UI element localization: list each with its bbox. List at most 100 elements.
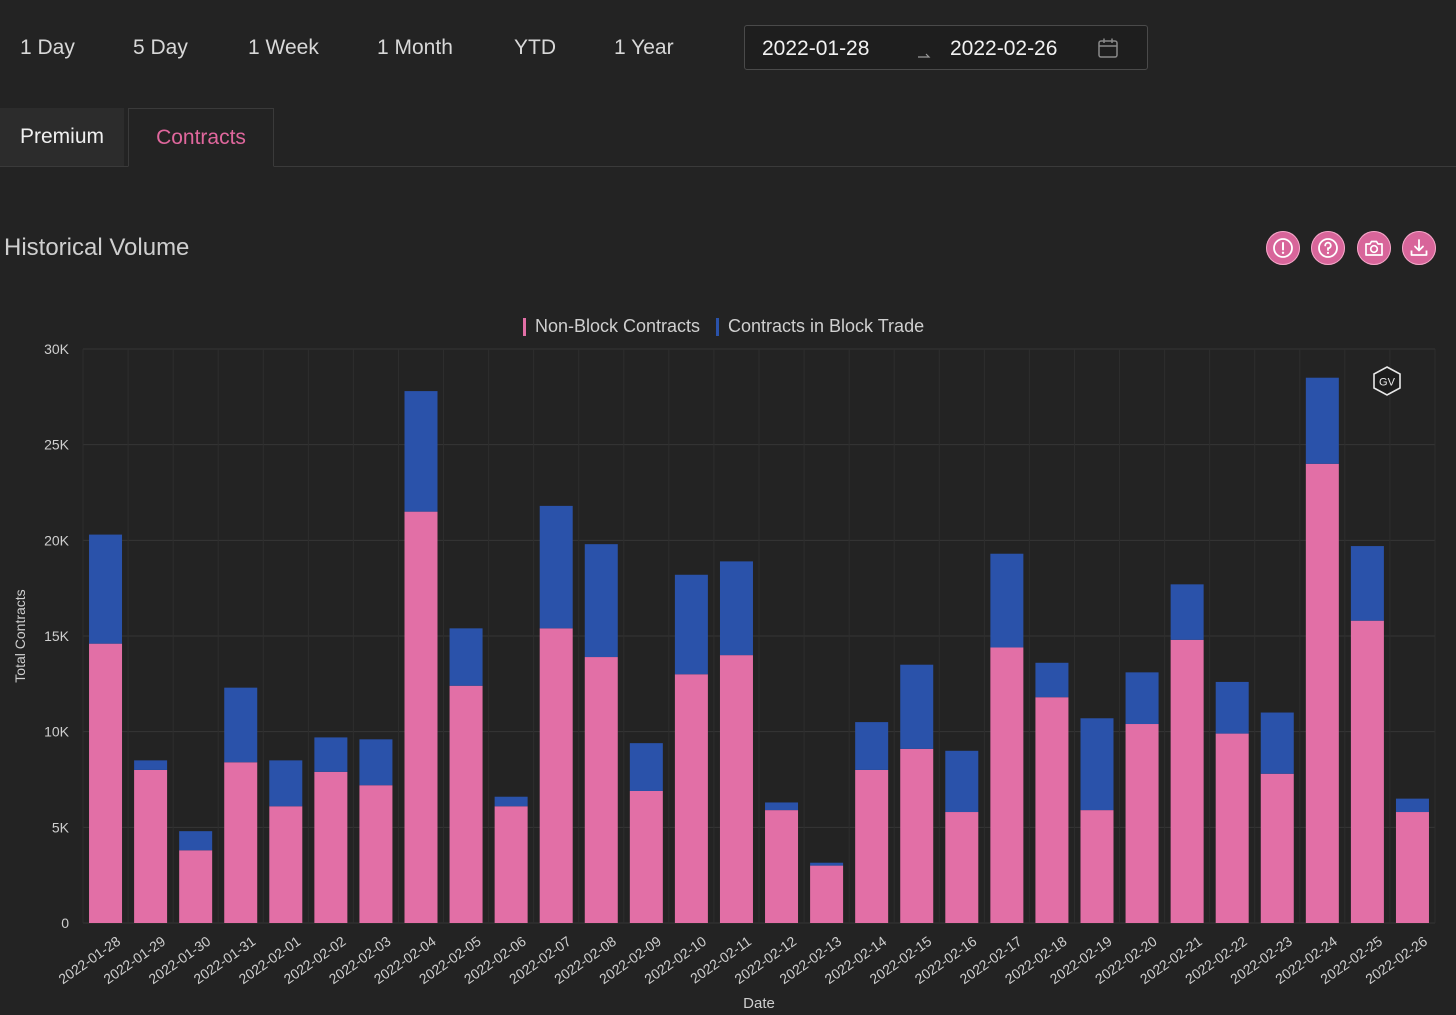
bar-non-block[interactable] (1260, 773, 1294, 923)
bar-non-block[interactable] (1125, 724, 1159, 923)
bar-block-trade[interactable] (674, 574, 708, 675)
range-1-year-button[interactable]: 1 Year (614, 36, 674, 59)
bar-block-trade[interactable] (719, 561, 753, 656)
chart-grid (82, 348, 1436, 924)
download-button[interactable] (1402, 231, 1436, 265)
bar-block-trade[interactable] (1305, 377, 1339, 464)
bar-block-trade[interactable] (900, 664, 934, 749)
bar-non-block[interactable] (134, 769, 168, 923)
bar-block-trade[interactable] (1080, 718, 1114, 811)
x-axis-ticks: 2022-01-282022-01-292022-01-302022-01-31… (55, 933, 1430, 987)
bar-block-trade[interactable] (134, 760, 168, 770)
svg-text:GV: GV (1379, 377, 1396, 389)
bar-block-trade[interactable] (855, 722, 889, 770)
bar-block-trade[interactable] (945, 750, 979, 813)
bar-non-block[interactable] (1170, 639, 1204, 923)
bar-non-block[interactable] (449, 685, 483, 923)
bar-non-block[interactable] (539, 628, 573, 923)
range-1-month-button[interactable]: 1 Month (377, 36, 453, 59)
bar-block-trade[interactable] (1125, 672, 1159, 725)
bar-block-trade[interactable] (1035, 662, 1069, 698)
bar-non-block[interactable] (1215, 733, 1249, 923)
bar-block-trade[interactable] (89, 534, 123, 644)
bar-block-trade[interactable] (269, 760, 303, 807)
y-tick-label: 15K (44, 628, 70, 644)
bar-non-block[interactable] (1350, 620, 1384, 923)
bar-block-trade[interactable] (539, 505, 573, 629)
bar-non-block[interactable] (89, 643, 123, 923)
bar-block-trade[interactable] (1395, 798, 1429, 813)
bar-non-block[interactable] (1395, 812, 1429, 923)
bar-block-trade[interactable] (359, 739, 393, 786)
date-range-picker[interactable]: 2022-01-28 2022-02-26 (744, 25, 1148, 70)
bar-block-trade[interactable] (314, 737, 348, 772)
help-button[interactable] (1311, 231, 1345, 265)
bar-block-trade[interactable] (990, 553, 1024, 648)
info-button[interactable] (1266, 231, 1300, 265)
calendar-icon[interactable] (1097, 37, 1119, 59)
bar-block-trade[interactable] (1215, 681, 1249, 734)
legend-swatch-non-block (523, 318, 526, 336)
bar-non-block[interactable] (269, 806, 303, 923)
section-title: Historical Volume (4, 234, 190, 261)
screenshot-button[interactable] (1357, 231, 1391, 265)
legend-contracts-in-block-trade[interactable]: Contracts in Block Trade (728, 316, 925, 336)
bar-block-trade[interactable] (449, 628, 483, 686)
range-1-day-button[interactable]: 1 Day (20, 36, 75, 59)
download-icon (1410, 239, 1428, 256)
bar-block-trade[interactable] (1170, 584, 1204, 640)
y-tick-label: 20K (44, 532, 70, 548)
bar-non-block[interactable] (224, 762, 258, 923)
historical-volume-chart: 0 5K 10K 15K 20K 25K 30K 2022-01-282022-01-292… (44, 341, 1436, 987)
bar-block-trade[interactable] (1350, 546, 1384, 621)
legend-swatch-block-trade (716, 318, 719, 336)
tab-contracts[interactable]: Contracts (128, 108, 274, 167)
bar-block-trade[interactable] (494, 796, 528, 807)
bar-non-block[interactable] (314, 771, 348, 923)
y-axis-ticks: 0 5K 10K 15K 20K 25K 30K (44, 341, 70, 931)
bar-block-trade[interactable] (224, 687, 258, 763)
range-1-week-button[interactable]: 1 Week (248, 36, 319, 59)
bar-non-block[interactable] (900, 748, 934, 923)
bar-non-block[interactable] (179, 850, 213, 923)
bar-non-block[interactable] (810, 865, 844, 923)
chart-legend: Non-Block Contracts Contracts in Block T… (0, 316, 1456, 340)
arrow-right-icon (918, 53, 931, 58)
bar-block-trade[interactable] (629, 743, 663, 791)
tabs-divider (0, 166, 1456, 167)
chart-bars (89, 377, 1429, 923)
bar-non-block[interactable] (1035, 697, 1069, 923)
tab-premium[interactable]: Premium (0, 108, 124, 166)
bar-non-block[interactable] (855, 769, 889, 923)
bar-non-block[interactable] (674, 674, 708, 923)
bar-non-block[interactable] (990, 647, 1024, 923)
bar-non-block[interactable] (719, 655, 753, 923)
bar-non-block[interactable] (945, 812, 979, 923)
range-5-day-button[interactable]: 5 Day (133, 36, 188, 59)
bar-non-block[interactable] (1080, 810, 1114, 923)
bar-non-block[interactable] (765, 810, 799, 923)
bar-non-block[interactable] (629, 790, 663, 923)
y-tick-label: 0 (61, 915, 69, 931)
bar-block-trade[interactable] (179, 831, 213, 851)
x-axis-label: Date (743, 995, 775, 1012)
y-tick-label: 30K (44, 341, 70, 357)
bar-non-block[interactable] (494, 806, 528, 923)
bar-block-trade[interactable] (584, 544, 618, 658)
bar-block-trade[interactable] (810, 862, 844, 866)
end-date-input[interactable]: 2022-02-26 (950, 37, 1058, 60)
legend-non-block-contracts[interactable]: Non-Block Contracts (535, 316, 701, 336)
bar-non-block[interactable] (404, 511, 438, 923)
bar-block-trade[interactable] (404, 391, 438, 512)
y-tick-label: 5K (52, 819, 70, 835)
camera-icon (1365, 240, 1383, 256)
bar-non-block[interactable] (359, 785, 393, 923)
range-ytd-button[interactable]: YTD (514, 36, 556, 59)
bar-non-block[interactable] (584, 657, 618, 923)
start-date-input[interactable]: 2022-01-28 (762, 37, 870, 60)
bar-non-block[interactable] (1305, 463, 1339, 923)
bar-block-trade[interactable] (765, 802, 799, 811)
alert-circle-icon (1273, 238, 1293, 258)
bar-block-trade[interactable] (1260, 712, 1294, 774)
question-circle-icon (1318, 238, 1338, 258)
